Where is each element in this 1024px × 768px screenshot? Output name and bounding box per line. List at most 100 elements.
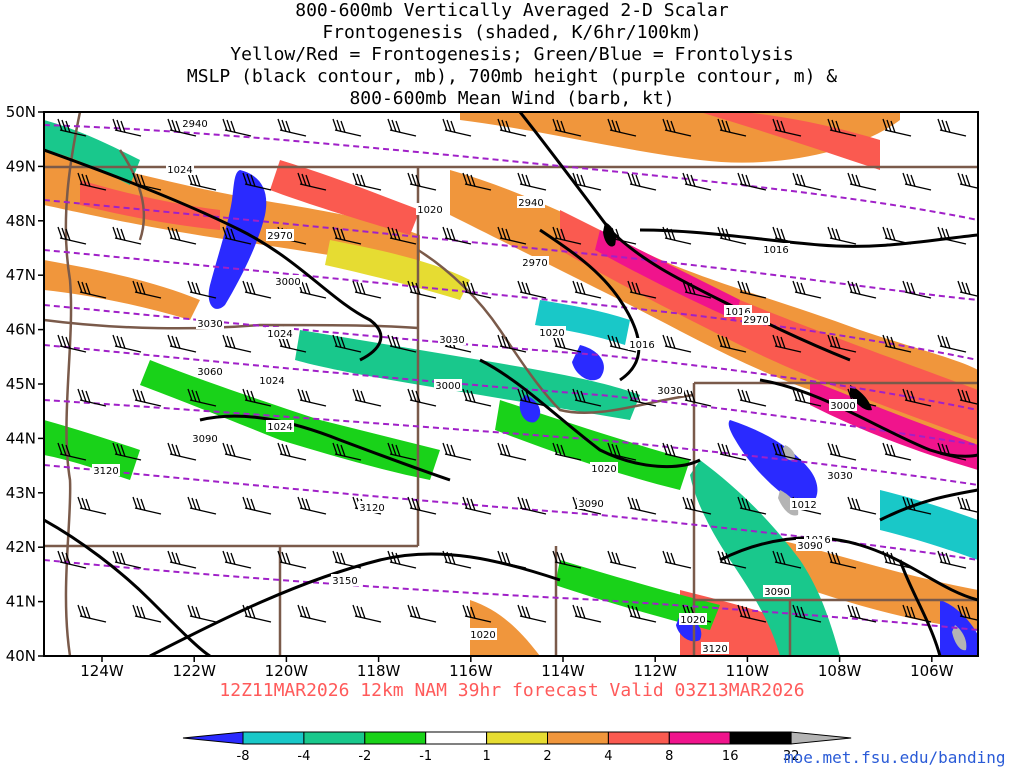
wind-barb bbox=[829, 561, 857, 569]
wind-barb bbox=[334, 345, 362, 353]
wind-barb-flag bbox=[442, 118, 448, 131]
wind-barb-flag bbox=[965, 390, 971, 403]
wind-barb-flag bbox=[140, 606, 146, 619]
wind-barb-flag bbox=[505, 336, 511, 349]
wind-barb-flag bbox=[336, 335, 342, 348]
wind-barb bbox=[664, 129, 692, 137]
colorbar-low-arrow bbox=[182, 731, 244, 745]
wind-barb bbox=[334, 237, 362, 245]
wind-barb bbox=[629, 399, 657, 407]
wind-barb-flag bbox=[776, 119, 782, 132]
wind-barb bbox=[189, 399, 217, 407]
wind-barb bbox=[114, 129, 142, 137]
wind-barb-flag bbox=[737, 280, 743, 293]
wind-barb-flag bbox=[171, 119, 177, 132]
wind-barb-flag bbox=[572, 604, 578, 617]
mslp-label: 1016 bbox=[629, 340, 654, 351]
wind-barb-flag bbox=[395, 444, 401, 457]
wind-barb-flag bbox=[560, 120, 566, 133]
wind-barb-flag bbox=[407, 604, 413, 617]
wind-barb bbox=[739, 399, 767, 407]
wind-barb-flag bbox=[301, 389, 307, 402]
wind-barb-flag bbox=[415, 606, 421, 619]
wind-barb bbox=[59, 237, 87, 245]
wind-barb-flag bbox=[521, 281, 527, 294]
height-label: 3030 bbox=[657, 386, 682, 397]
wind-barb-flag bbox=[560, 552, 566, 565]
wind-barb-flag bbox=[466, 173, 472, 186]
wind-barb bbox=[739, 615, 767, 623]
wind-barb-flag bbox=[65, 444, 71, 457]
wind-barb-flag bbox=[387, 442, 393, 455]
wind-barb-flag bbox=[415, 174, 421, 187]
wind-barb-flag bbox=[745, 498, 751, 511]
mslp-label: 1020 bbox=[591, 464, 616, 475]
wind-barb-flag bbox=[61, 335, 67, 348]
wind-barb-flag bbox=[167, 550, 173, 563]
wind-barb-flag bbox=[615, 120, 621, 133]
wind-barb-flag bbox=[116, 551, 122, 564]
colorbar bbox=[182, 731, 852, 745]
wind-barb-flag bbox=[305, 390, 311, 403]
wind-barb-flag bbox=[961, 281, 967, 294]
wind-barb-flag bbox=[910, 606, 916, 619]
height-label: 3000 bbox=[275, 277, 300, 288]
wind-barb-flag bbox=[497, 334, 503, 347]
wind-barb-flag bbox=[57, 550, 63, 563]
wind-barb-flag bbox=[855, 606, 861, 619]
wind-barb-flag bbox=[85, 390, 91, 403]
wind-barb-flag bbox=[941, 227, 947, 240]
wind-barb-flag bbox=[112, 334, 118, 347]
wind-barb-flag bbox=[65, 336, 71, 349]
wind-barb-flag bbox=[627, 280, 633, 293]
wind-barb-flag bbox=[446, 551, 452, 564]
wind-barb-flag bbox=[737, 172, 743, 185]
wind-barb-flag bbox=[725, 120, 731, 133]
wind-barb bbox=[499, 237, 527, 245]
wind-barb-flag bbox=[576, 605, 582, 618]
wind-barb-flag bbox=[446, 227, 452, 240]
wind-barb-flag bbox=[222, 550, 228, 563]
wind-barb-flag bbox=[796, 173, 802, 186]
wind-barb bbox=[519, 507, 547, 515]
colorbar-segment bbox=[364, 731, 427, 745]
height-label: 3120 bbox=[93, 466, 118, 477]
colorbar-label: 16 bbox=[722, 749, 739, 764]
wind-barb-flag bbox=[277, 442, 283, 455]
wind-barb-flag bbox=[572, 280, 578, 293]
wind-barb bbox=[574, 291, 602, 299]
wind-barb-flag bbox=[305, 174, 311, 187]
wind-barb bbox=[884, 129, 912, 137]
wind-barb-flag bbox=[411, 605, 417, 618]
wind-barb-flag bbox=[910, 282, 916, 295]
wind-barb bbox=[79, 507, 107, 515]
wind-barb-flag bbox=[132, 172, 138, 185]
wind-barb-flag bbox=[556, 443, 562, 456]
wind-barb bbox=[224, 129, 252, 137]
wind-barb bbox=[574, 399, 602, 407]
wind-barb bbox=[519, 615, 547, 623]
wind-barb-flag bbox=[136, 281, 142, 294]
wind-barb-flag bbox=[301, 497, 307, 510]
wind-barb bbox=[79, 291, 107, 299]
wind-barb-flag bbox=[81, 497, 87, 510]
wind-barb-flag bbox=[191, 389, 197, 402]
wind-barb-flag bbox=[332, 550, 338, 563]
wind-barb-flag bbox=[580, 282, 586, 295]
wind-barb-flag bbox=[517, 604, 523, 617]
source-credit[interactable]: moe.met.fsu.edu/banding bbox=[784, 748, 1006, 767]
wind-barb bbox=[849, 615, 877, 623]
wind-barb-flag bbox=[682, 496, 688, 509]
wind-barb-flag bbox=[886, 227, 892, 240]
wind-barb bbox=[574, 183, 602, 191]
wind-barb-flag bbox=[442, 226, 448, 239]
wind-barb-flag bbox=[611, 443, 617, 456]
wind-barb-flag bbox=[132, 280, 138, 293]
wind-barb-flag bbox=[800, 282, 806, 295]
wind-barb bbox=[499, 453, 527, 461]
wind-barb-flag bbox=[336, 227, 342, 240]
wind-barb-flag bbox=[57, 226, 63, 239]
colorbar-segment bbox=[607, 731, 670, 745]
wind-barb-flag bbox=[882, 550, 888, 563]
wind-barb-flag bbox=[415, 390, 421, 403]
